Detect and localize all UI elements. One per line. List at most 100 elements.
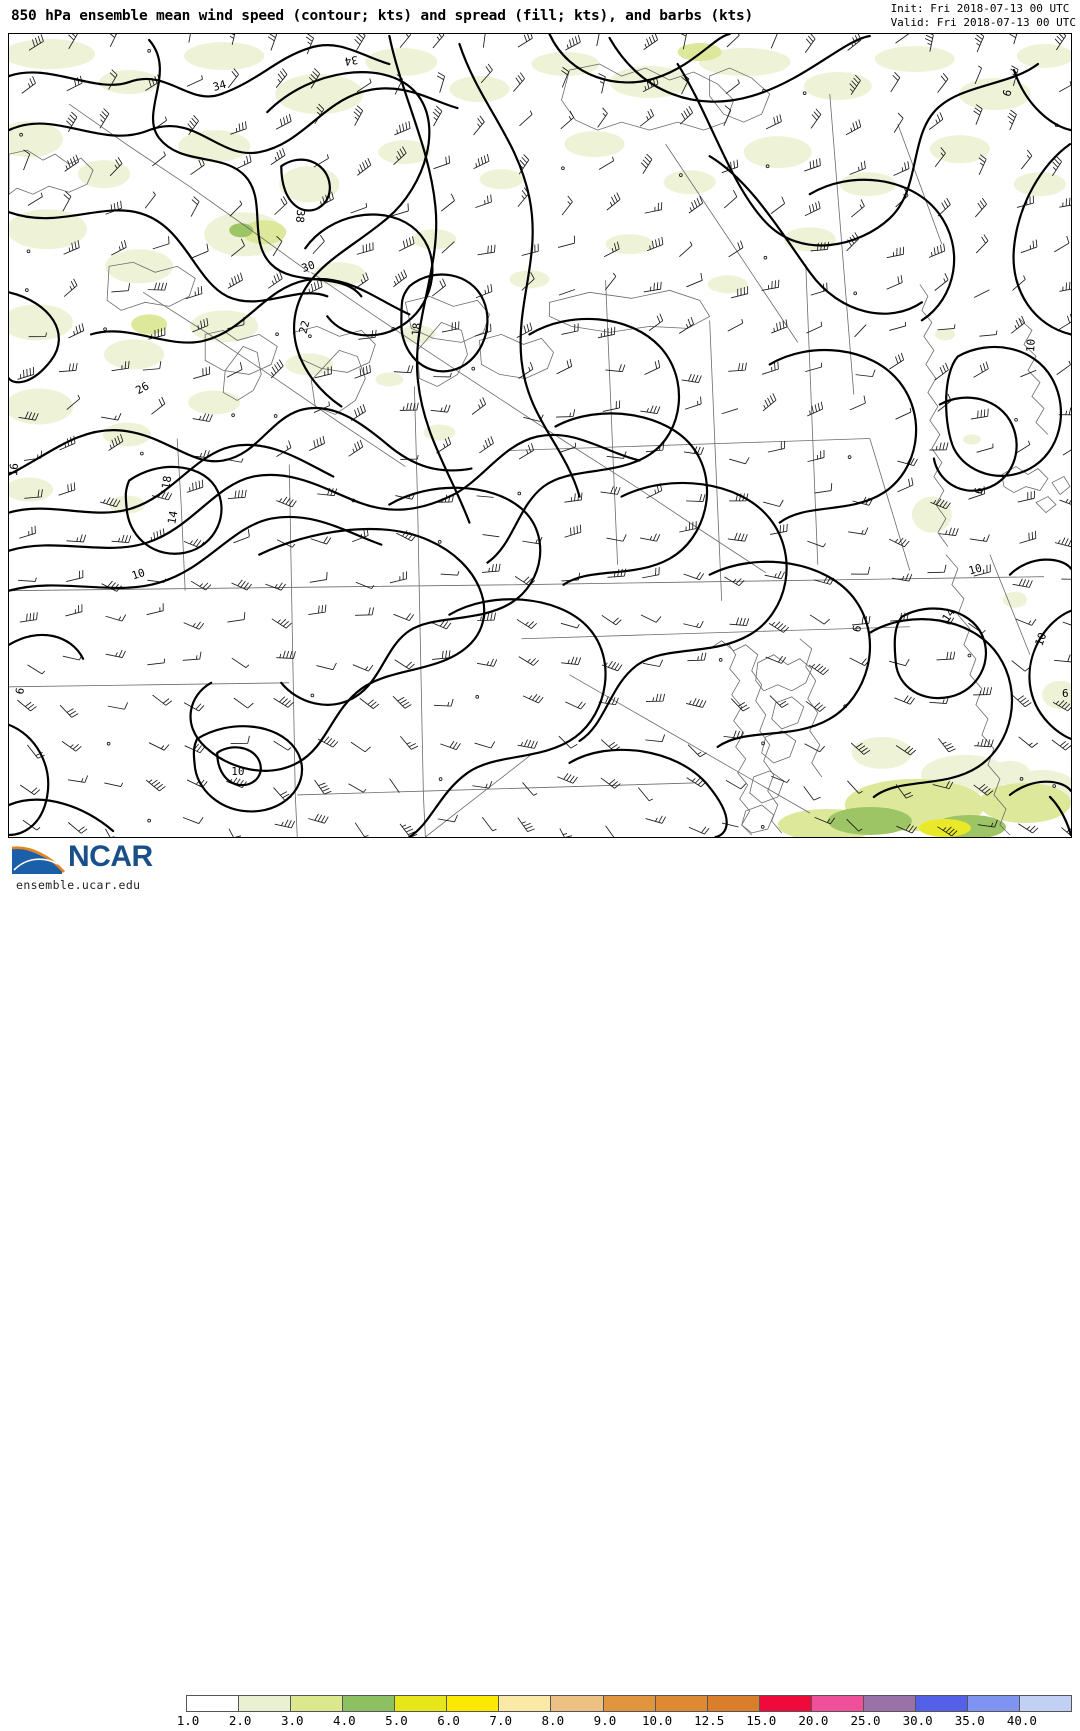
wind-barb bbox=[728, 240, 744, 258]
wind-barb bbox=[228, 828, 242, 837]
wind-barb bbox=[927, 564, 947, 574]
wind-barb bbox=[350, 741, 371, 753]
wind-barb bbox=[1007, 109, 1017, 131]
wind-barb bbox=[151, 490, 173, 501]
wind-barb bbox=[354, 822, 369, 837]
wind-barb bbox=[471, 397, 487, 415]
wind-barb bbox=[235, 154, 252, 170]
wind-barb bbox=[348, 783, 367, 793]
wind-barb bbox=[851, 615, 871, 626]
wind-barb bbox=[808, 663, 829, 676]
wind-barb bbox=[66, 534, 87, 543]
wind-barb bbox=[275, 113, 292, 130]
svg-text:34: 34 bbox=[343, 53, 358, 68]
wind-barb bbox=[474, 741, 496, 749]
svg-text:18: 18 bbox=[159, 475, 174, 490]
wind-barb bbox=[268, 271, 283, 289]
ncar-logo[interactable]: NCAR ensemble.ucar.edu bbox=[4, 840, 172, 893]
wind-barb bbox=[190, 449, 210, 458]
wind-barb bbox=[1019, 530, 1037, 544]
wind-barb bbox=[769, 695, 789, 708]
wind-barb bbox=[928, 243, 946, 258]
wind-barb bbox=[937, 72, 949, 93]
colorbar-tick-label: 4.0 bbox=[333, 1713, 356, 1728]
wind-barb bbox=[849, 160, 866, 175]
wind-barb bbox=[1020, 239, 1038, 254]
wind-barb bbox=[432, 278, 446, 297]
wind-barb-calm bbox=[475, 694, 480, 699]
wind-barb bbox=[605, 272, 617, 291]
wind-barb bbox=[356, 242, 374, 255]
wind-barb bbox=[66, 394, 81, 410]
wind-barb bbox=[104, 782, 124, 787]
wind-barb bbox=[1059, 281, 1071, 292]
wind-barb bbox=[193, 366, 211, 379]
svg-text:18: 18 bbox=[409, 322, 423, 337]
wind-barb bbox=[441, 321, 460, 333]
wind-barb bbox=[273, 740, 292, 751]
wind-barb bbox=[1054, 34, 1067, 51]
map-panel[interactable]: 34 34 38 30 22 18 26 16 18 14 10 10 6 6 … bbox=[8, 33, 1072, 838]
wind-barb bbox=[847, 34, 862, 51]
header-bar: 850 hPa ensemble mean wind speed (contou… bbox=[0, 0, 1080, 33]
wind-barb bbox=[561, 195, 573, 216]
wind-barb bbox=[726, 34, 740, 48]
wind-barb bbox=[109, 157, 123, 177]
wind-barb bbox=[233, 529, 250, 544]
wind-barb bbox=[814, 483, 833, 494]
colorbar-tick-label: 1.0 bbox=[176, 1713, 200, 1728]
weather-map-canvas[interactable]: 34 34 38 30 22 18 26 16 18 14 10 10 6 6 … bbox=[9, 34, 1071, 837]
wind-barb bbox=[771, 775, 790, 783]
colorbar-segment bbox=[499, 1696, 552, 1711]
spread-colorbar[interactable] bbox=[186, 1695, 1072, 1712]
wind-barb bbox=[108, 433, 124, 451]
wind-barb bbox=[473, 153, 490, 170]
wind-barb bbox=[516, 322, 533, 339]
wind-barb bbox=[21, 76, 36, 94]
wind-barb bbox=[974, 738, 994, 748]
wind-barb bbox=[434, 698, 454, 707]
wind-barb bbox=[1018, 823, 1039, 834]
wind-barb bbox=[63, 240, 80, 255]
wind-barb bbox=[804, 201, 821, 217]
wind-barb bbox=[895, 745, 917, 756]
wind-barb bbox=[355, 607, 375, 616]
wind-barb bbox=[763, 499, 784, 507]
wind-barb bbox=[58, 482, 76, 496]
wind-barb bbox=[182, 817, 204, 824]
wind-barb bbox=[805, 701, 826, 712]
wind-barb bbox=[183, 702, 205, 712]
wind-barb bbox=[517, 187, 530, 207]
wind-barb bbox=[974, 197, 987, 218]
wind-barb bbox=[889, 352, 905, 370]
wind-barb bbox=[850, 566, 871, 575]
wind-barb bbox=[19, 525, 36, 539]
wind-barb-calm bbox=[761, 741, 765, 746]
wind-barb bbox=[186, 479, 204, 493]
wind-barb bbox=[473, 115, 485, 136]
wind-barb bbox=[355, 581, 375, 589]
wind-barb bbox=[144, 191, 156, 209]
wind-barb bbox=[565, 34, 581, 51]
svg-text:14: 14 bbox=[940, 606, 958, 625]
wind-barb bbox=[147, 658, 166, 666]
svg-text:14: 14 bbox=[165, 509, 180, 525]
wind-barb bbox=[886, 246, 905, 259]
wind-barb bbox=[66, 111, 78, 133]
spread-colorbar-ticks: 1.0 2.0 3.0 4.0 5.0 6.0 7.0 8.0 9.0 10.0 12.5 15.0 2… bbox=[177, 1713, 1072, 1731]
wind-barb bbox=[643, 281, 662, 293]
wind-barb bbox=[192, 317, 209, 333]
wind-barb bbox=[67, 775, 89, 783]
wind-barb-calm bbox=[19, 132, 23, 137]
svg-text:38: 38 bbox=[293, 209, 307, 224]
wind-barb bbox=[975, 234, 989, 254]
wind-barb bbox=[276, 496, 297, 508]
wind-barb bbox=[803, 786, 821, 801]
wind-barb bbox=[434, 494, 455, 503]
wind-barb bbox=[846, 818, 863, 832]
wind-barb bbox=[430, 619, 452, 630]
colorbar-segment bbox=[447, 1696, 500, 1711]
wind-barb bbox=[938, 527, 959, 536]
wind-barb bbox=[18, 577, 37, 582]
wind-speed-contour-layer bbox=[9, 34, 1071, 837]
